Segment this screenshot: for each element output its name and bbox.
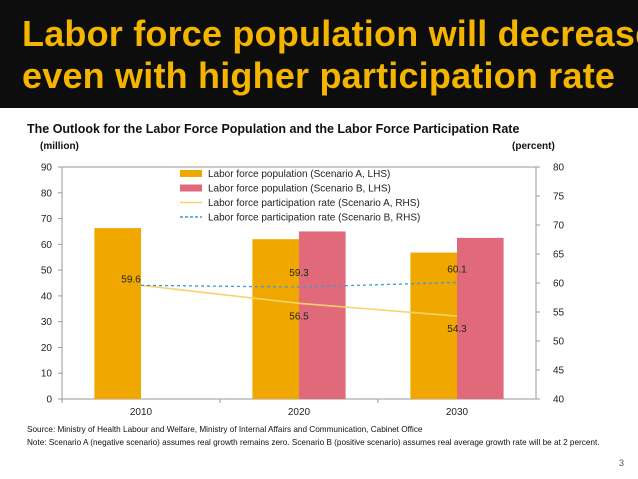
data-label-a-2030: 54.3 (447, 324, 467, 335)
x-axis-tick-label: 2020 (288, 407, 311, 418)
right-axis-tick-label: 80 (553, 163, 565, 174)
legend-swatch (180, 184, 202, 192)
legend-label: Labor force participation rate (Scenario… (208, 198, 420, 209)
left-axis-tick-label: 60 (41, 240, 53, 251)
note-line: Note: Scenario A (negative scenario) ass… (27, 437, 600, 447)
title-banner: Labor force population will decrease eve… (0, 0, 638, 108)
left-axis-tick-label: 70 (41, 214, 53, 225)
right-axis-unit: (percent) (512, 141, 555, 152)
left-axis-tick-label: 90 (41, 163, 53, 174)
line-scenario-b-rate (140, 281, 458, 288)
bar-scenario-a (94, 228, 141, 399)
legend-label: Labor force population (Scenario B, LHS) (208, 184, 391, 195)
data-label-b-2020: 59.3 (289, 268, 309, 279)
bar-scenario-b (457, 237, 504, 399)
left-axis-tick-label: 40 (41, 291, 53, 302)
right-axis-tick-label: 50 (553, 337, 565, 348)
source-note: Source: Ministry of Health Labour and We… (27, 424, 617, 449)
left-axis-tick-label: 0 (46, 395, 52, 406)
slide-title-line-1: Labor force population will decrease (22, 13, 638, 54)
right-axis-tick-label: 55 (553, 308, 565, 319)
left-axis-tick-label: 80 (41, 188, 53, 199)
data-label-b-2030: 60.1 (447, 264, 467, 275)
data-label-a-2020: 56.5 (289, 311, 309, 322)
right-axis-tick-label: 40 (553, 395, 565, 406)
data-label-a-2010: 59.6 (121, 274, 141, 285)
x-axis-tick-label: 2030 (446, 407, 469, 418)
page-number: 3 (618, 458, 624, 468)
right-axis-tick-label: 75 (553, 192, 565, 203)
legend-swatch (180, 170, 202, 177)
legend-label: Labor force participation rate (Scenario… (208, 213, 420, 224)
line-scenario-a-rate (140, 284, 458, 317)
chart-title: The Outlook for the Labor Force Populati… (27, 122, 520, 136)
left-axis-unit: (million) (40, 141, 79, 152)
slide-title-line-2: even with higher participation rate (22, 55, 616, 96)
left-axis-tick-label: 20 (41, 343, 53, 354)
right-axis-tick-label: 60 (553, 279, 565, 290)
bar-scenario-a (410, 252, 457, 399)
right-axis-tick-label: 45 (553, 366, 565, 377)
left-axis-tick-label: 50 (41, 266, 53, 277)
source-line: Source: Ministry of Health Labour and We… (27, 425, 423, 434)
left-axis-tick-label: 10 (41, 369, 53, 380)
legend-label: Labor force population (Scenario A, LHS) (208, 169, 390, 180)
right-axis-tick-label: 65 (553, 250, 565, 261)
left-axis-tick-label: 30 (41, 317, 53, 328)
bar-scenario-b (299, 231, 346, 399)
x-axis-tick-label: 2010 (130, 407, 153, 418)
right-axis-tick-label: 70 (553, 221, 565, 232)
bar-scenario-a (252, 239, 299, 399)
